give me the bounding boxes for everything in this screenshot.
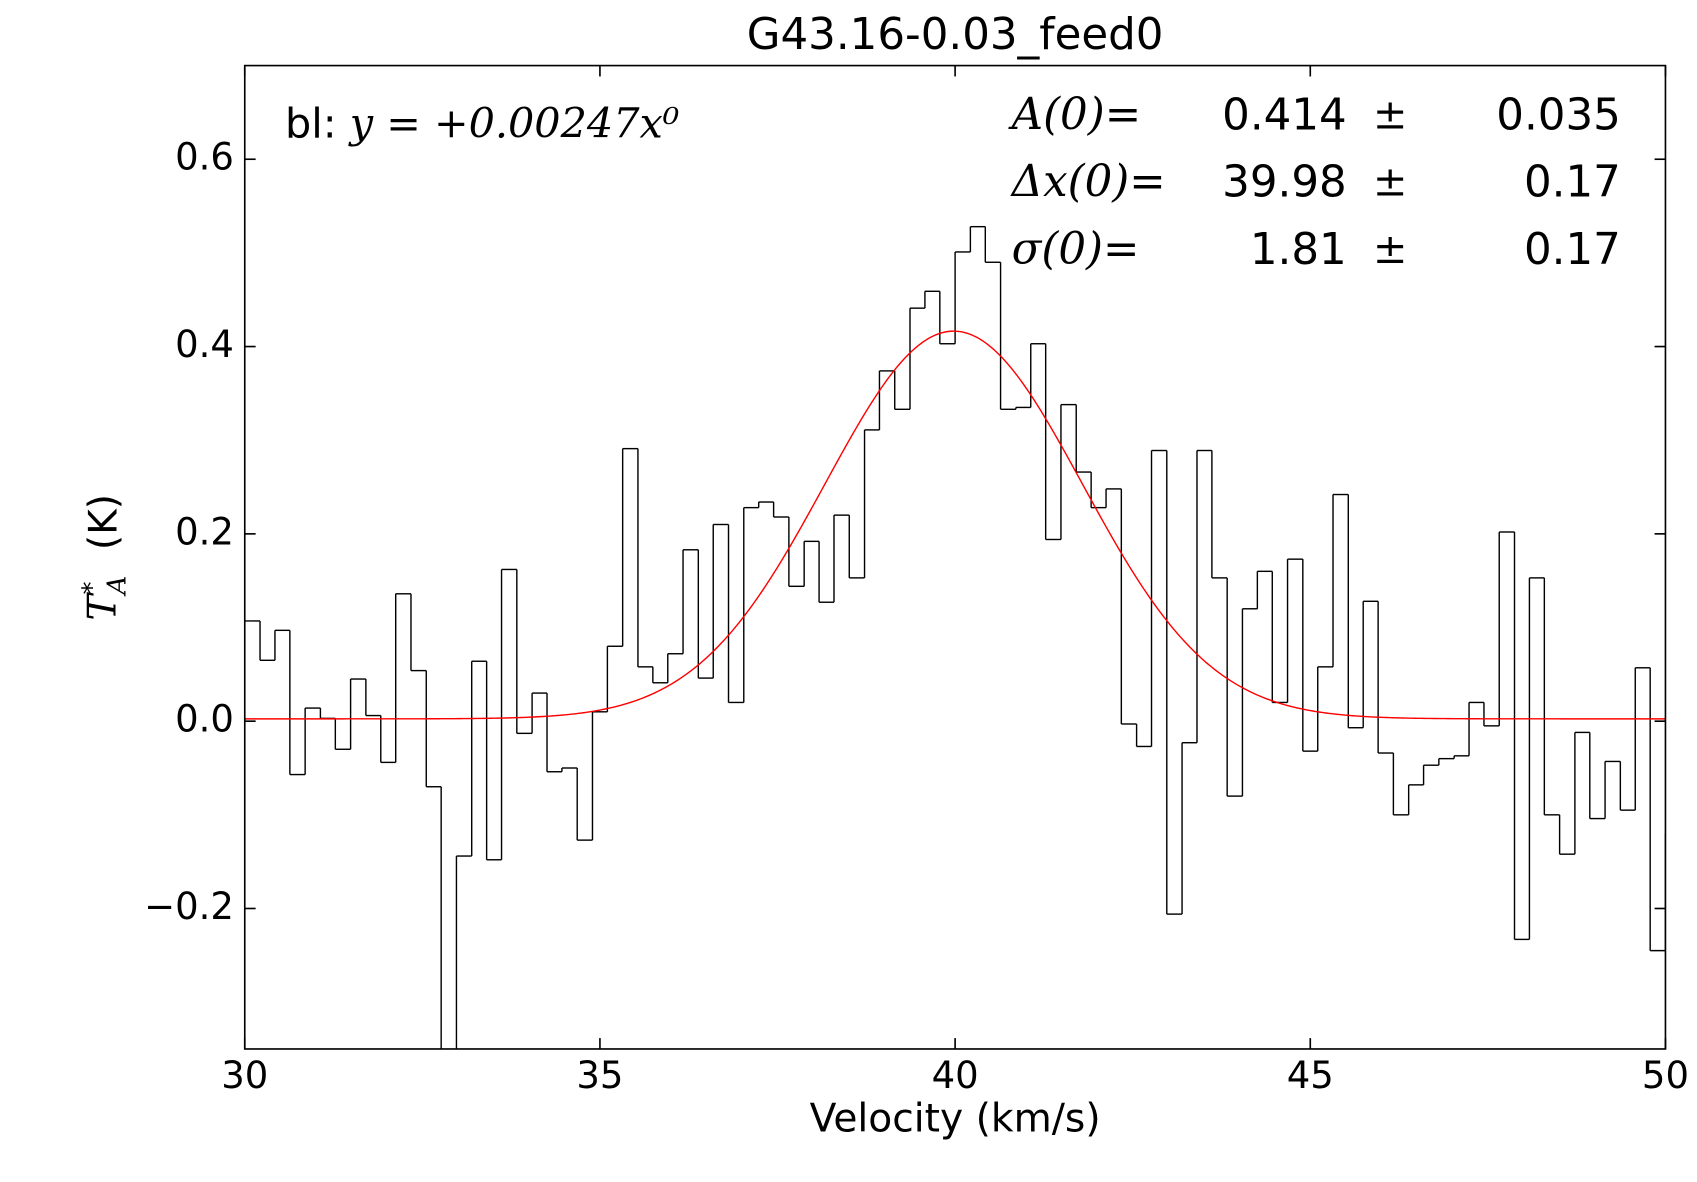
y-tick-label: −0.2 [144,885,234,928]
y-axis-label: T*A (K) [77,494,133,621]
y-label-space [81,550,126,562]
y-label-sub: A [103,576,133,597]
y-label-unit: (K) [81,494,126,550]
y-tick-label: 0.4 [175,323,234,366]
fit-param-label: Δx(0)= [1010,157,1166,207]
x-axis-label: Velocity (km/s) [810,1096,1101,1141]
fit-param-error: 0.17 [1524,225,1621,275]
fit-param-value: 1.81 [1250,225,1347,275]
plot-frame [243,64,1667,1050]
fit-param-value: 0.414 [1222,90,1347,140]
x-tick-label: 40 [932,1054,979,1097]
fit-param-pm: ± [1373,225,1408,273]
fit-param-pm: ± [1373,90,1408,138]
x-tick-label: 35 [576,1054,623,1097]
x-tick-label: 45 [1287,1054,1334,1097]
y-tick-label: 0.6 [175,136,234,179]
x-tick-label: 30 [221,1054,268,1097]
fit-curve [244,330,1666,720]
baseline-annotation: bl: y = +0.00247x⁰ [285,99,680,148]
fit-param-pm: ± [1373,158,1408,206]
chart-title: G43.16-0.03_feed0 [747,10,1164,60]
baseline-formula: y = +0.00247x⁰ [348,99,680,147]
x-tick-label: 50 [1642,1054,1689,1097]
y-label-symbol: T [81,592,126,621]
baseline-prefix: bl: [285,100,337,148]
fit-param-value: 39.98 [1222,158,1347,208]
fit-param-label: A(0)= [1008,90,1141,140]
y-label-sup: * [77,581,107,594]
plot-area [244,225,1666,1049]
fit-param-error: 0.17 [1524,158,1621,208]
fit-param-label: σ(0)= [1012,225,1140,275]
y-tick-label: 0.0 [175,698,234,741]
y-tick-label: 0.2 [175,510,234,553]
fit-param-error: 0.035 [1496,90,1621,140]
